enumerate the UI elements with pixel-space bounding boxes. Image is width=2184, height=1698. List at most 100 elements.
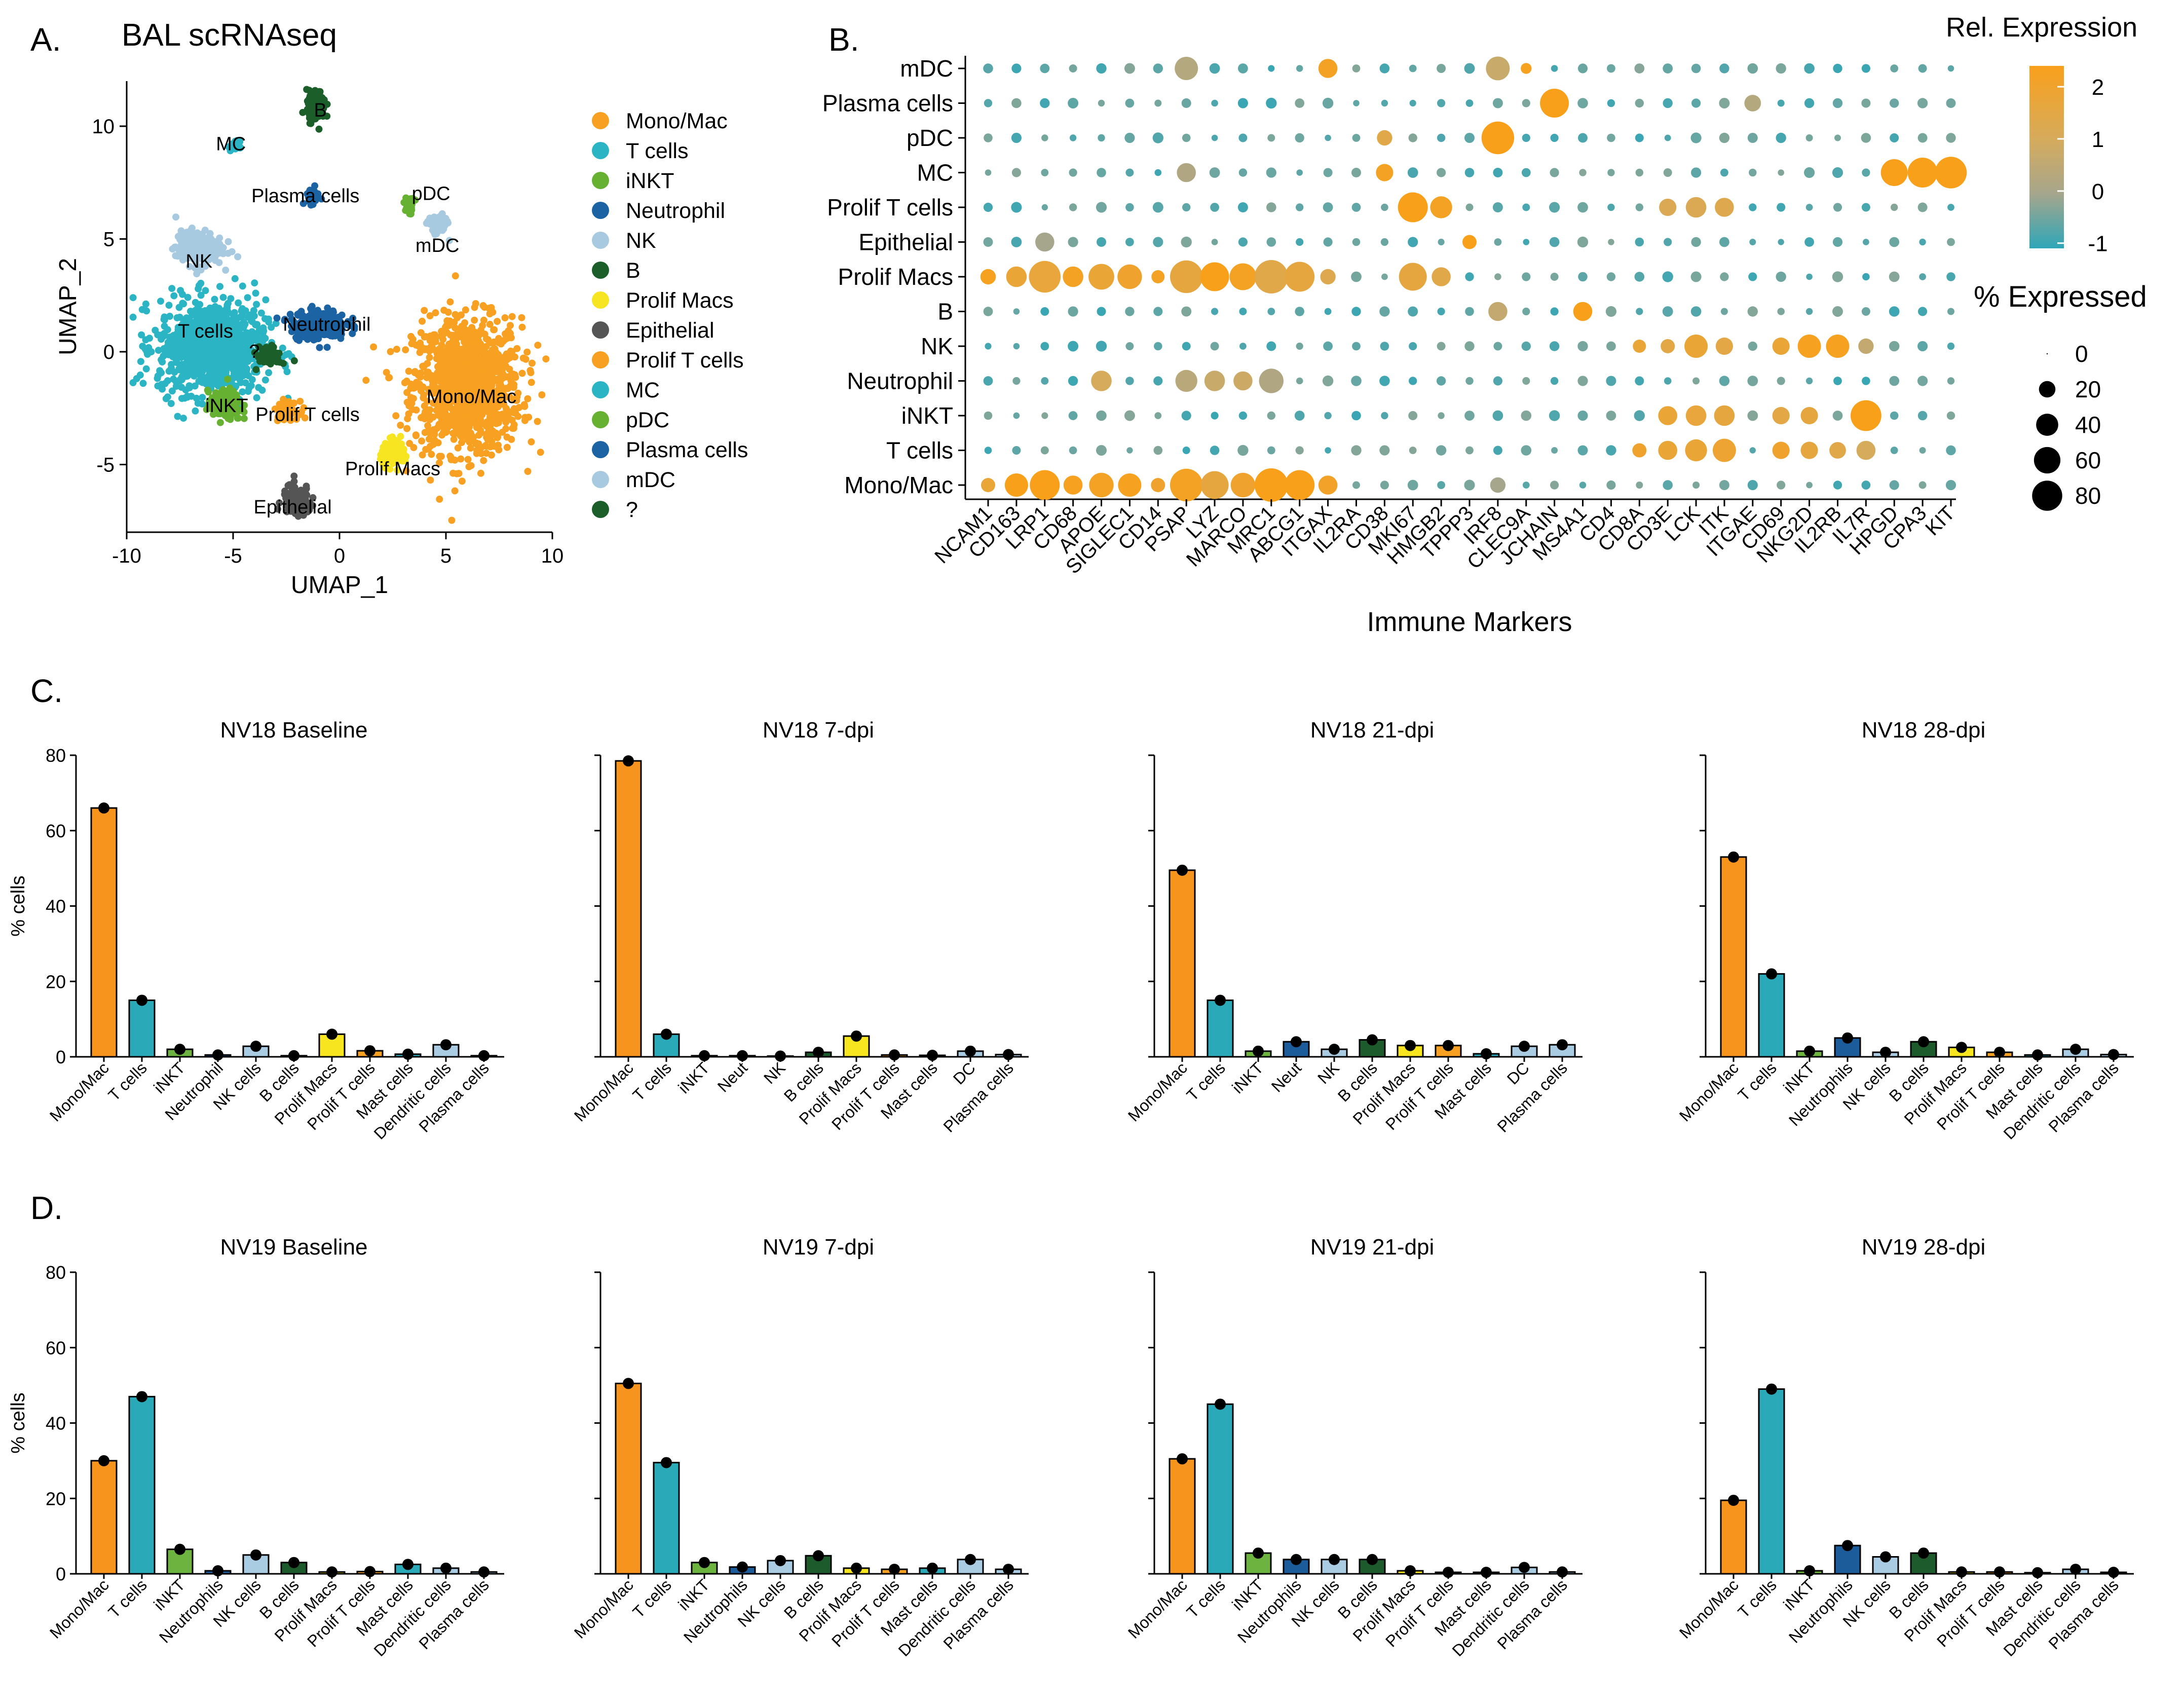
expression-dot xyxy=(1296,203,1304,211)
category-label: Mono/Mac xyxy=(1124,1058,1191,1125)
umap-point xyxy=(449,469,457,477)
expression-dot xyxy=(1118,473,1142,497)
expression-dot xyxy=(1550,307,1559,316)
expression-dot xyxy=(1012,446,1021,455)
y-tick-label: 5 xyxy=(103,229,115,251)
x-axis-label: UMAP_1 xyxy=(291,572,388,599)
category-label: T cells xyxy=(1735,1575,1780,1621)
expression-dot xyxy=(1035,232,1055,252)
umap-point xyxy=(311,321,318,328)
umap-point xyxy=(486,310,494,318)
expression-dot xyxy=(1861,133,1871,143)
umap-point xyxy=(337,323,345,330)
expression-dot xyxy=(1125,98,1135,108)
umap-point xyxy=(398,440,405,448)
umap-point xyxy=(418,437,426,445)
expression-dot xyxy=(1607,64,1615,73)
umap-point xyxy=(487,392,495,399)
umap-point xyxy=(457,326,465,334)
expression-dot xyxy=(1663,63,1673,73)
expression-dot xyxy=(1124,132,1135,143)
expression-dot xyxy=(1325,447,1331,454)
bar-point xyxy=(212,1049,223,1061)
umap-point xyxy=(204,320,212,327)
expression-dot xyxy=(1408,411,1418,420)
expression-dot xyxy=(1778,239,1784,245)
umap-point xyxy=(216,247,223,254)
expression-dot xyxy=(1777,308,1785,315)
umap-point xyxy=(323,344,331,351)
legend-label: T cells xyxy=(626,139,688,163)
cluster-label: T cells xyxy=(178,321,233,342)
umap-point xyxy=(485,383,493,391)
expression-dot xyxy=(1254,260,1288,293)
expression-dot xyxy=(1351,168,1361,177)
category-label: Mono/Mac xyxy=(1676,1058,1742,1125)
umap-point xyxy=(286,481,293,489)
umap-point xyxy=(304,336,311,343)
expression-dot xyxy=(1577,410,1588,421)
umap-point xyxy=(426,354,433,361)
y-tick-label: 80 xyxy=(46,745,66,766)
bar-point xyxy=(1443,1040,1454,1051)
expression-dot xyxy=(1351,271,1362,282)
umap-point xyxy=(447,366,455,374)
expression-dot xyxy=(1181,236,1192,248)
umap-point xyxy=(216,307,224,314)
expression-dot xyxy=(1153,307,1163,316)
bar-point xyxy=(1557,1039,1568,1051)
x-tick-label: 0 xyxy=(334,545,345,567)
umap-point xyxy=(257,309,265,317)
bar-point xyxy=(212,1565,223,1577)
expression-dot xyxy=(1522,307,1530,316)
bar-point xyxy=(1253,1547,1264,1559)
color-tick-label: 0 xyxy=(2092,179,2104,204)
expression-dot xyxy=(1690,132,1702,143)
umap-point xyxy=(239,282,246,290)
expression-dot xyxy=(1233,371,1253,391)
expression-dot xyxy=(983,202,993,212)
umap-point xyxy=(197,369,204,377)
umap-point xyxy=(315,125,323,133)
expression-dot xyxy=(1237,98,1248,108)
expression-dot xyxy=(984,99,993,107)
umap-point xyxy=(142,300,149,308)
expression-dot xyxy=(1889,306,1900,317)
umap-point xyxy=(224,238,232,245)
umap-point xyxy=(187,348,195,355)
expression-dot xyxy=(1772,337,1790,355)
umap-point xyxy=(309,107,316,115)
umap-point xyxy=(462,306,469,314)
category-label: Mono/Mac xyxy=(1676,1575,1742,1642)
expression-dot xyxy=(1833,481,1842,490)
expression-dot xyxy=(1607,169,1615,176)
umap-point xyxy=(244,294,251,302)
category-label: iNKT xyxy=(1228,1058,1267,1097)
bar-point xyxy=(250,1041,261,1052)
umap-point xyxy=(305,193,312,200)
umap-point xyxy=(518,323,526,331)
expression-dot xyxy=(1069,64,1077,72)
umap-point xyxy=(426,406,434,414)
legend-swatch xyxy=(592,232,609,249)
x-tick-label: 5 xyxy=(440,545,451,567)
umap-point xyxy=(481,304,488,311)
expression-dot xyxy=(1379,376,1390,386)
expression-dot xyxy=(1720,308,1728,315)
expression-dot xyxy=(1777,203,1786,212)
expression-dot xyxy=(1152,132,1163,143)
expression-dot xyxy=(1238,133,1248,142)
expression-dot xyxy=(1549,237,1560,247)
umap-point xyxy=(451,361,459,368)
expression-dot xyxy=(1063,475,1083,495)
expression-dot xyxy=(1522,99,1530,107)
expression-dot xyxy=(1522,377,1530,385)
expression-dot xyxy=(1211,239,1218,245)
bar xyxy=(1169,1458,1196,1575)
expression-dot xyxy=(1175,57,1198,80)
bar-point xyxy=(1842,1032,1853,1044)
category-label: DC xyxy=(1503,1058,1533,1088)
expression-dot xyxy=(1521,341,1531,351)
umap-point xyxy=(499,354,507,361)
bar-point xyxy=(288,1557,299,1568)
